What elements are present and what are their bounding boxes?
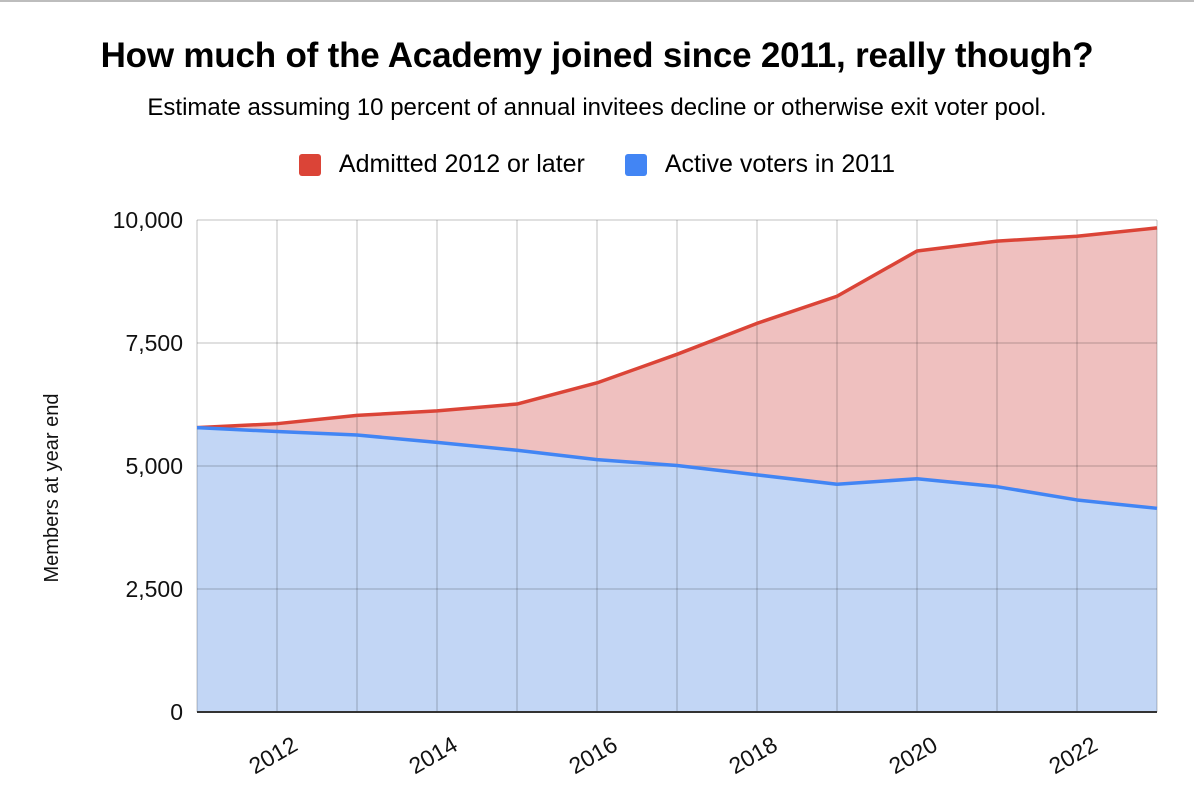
x-tick-label: 2012: [244, 731, 301, 779]
y-axis-label: Members at year end: [41, 394, 63, 583]
y-tick-label: 10,000: [113, 207, 183, 233]
x-tick-label: 2020: [884, 731, 941, 779]
legend-label-admitted: Admitted 2012 or later: [338, 150, 585, 178]
legend-item-active[interactable]: Active voters in 2011: [624, 150, 896, 179]
x-tick-label: 2014: [404, 731, 461, 779]
y-tick-label: 0: [170, 699, 183, 725]
legend-item-admitted[interactable]: Admitted 2012 or later: [298, 150, 585, 179]
legend-swatch-active: [624, 153, 647, 176]
x-tick-label: 2018: [724, 731, 781, 779]
y-tick-label: 5,000: [125, 453, 183, 479]
chart-title: How much of the Academy joined since 201…: [100, 36, 1094, 75]
area-admitted-2012-or-later: [197, 227, 1157, 509]
y-tick-label: 2,500: [125, 576, 183, 602]
legend-swatch-admitted: [298, 153, 321, 176]
x-tick-label: 2022: [1044, 731, 1101, 779]
legend-label-active: Active voters in 2011: [664, 150, 896, 178]
legend: Admitted 2012 or later Active voters in …: [0, 150, 1194, 179]
line-active-voters-2011: [196, 425, 1158, 511]
x-tick-label: 2016: [564, 731, 621, 779]
area-active-voters-2011: [197, 427, 1157, 712]
line-admitted-2012-or-later: [196, 226, 1158, 430]
chart-subtitle: Estimate assuming 10 percent of annual i…: [147, 94, 1047, 121]
top-border: [0, 0, 1194, 2]
y-tick-label: 7,500: [125, 330, 183, 356]
